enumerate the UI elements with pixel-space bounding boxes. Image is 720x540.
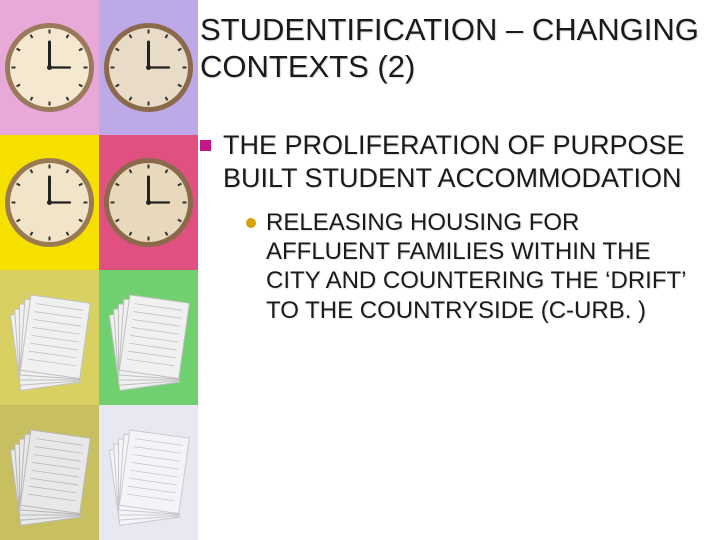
tile-papers-1 [0,270,99,405]
bullet-level-2: RELEASING HOUSING FOR AFFLUENT FAMILIES … [246,208,705,325]
tile-clock-2 [99,0,198,135]
circle-bullet-icon [246,218,256,228]
tile-papers-3 [0,405,99,540]
bullet-1-text: THE PROLIFERATION OF PURPOSE BUILT STUDE… [223,129,705,194]
square-bullet-icon [200,140,211,151]
decorative-sidebar [0,0,198,540]
slide-title: STUDENTIFICATION – CHANGING CONTEXTS (2) [200,12,705,85]
tile-papers-4 [99,405,198,540]
bullet-level-1: THE PROLIFERATION OF PURPOSE BUILT STUDE… [200,129,705,194]
bullet-2-text: RELEASING HOUSING FOR AFFLUENT FAMILIES … [266,208,705,325]
tile-clock-3 [0,135,99,270]
tile-clock-4 [99,135,198,270]
tile-papers-2 [99,270,198,405]
slide-content: STUDENTIFICATION – CHANGING CONTEXTS (2)… [200,12,705,528]
tile-clock-1 [0,0,99,135]
